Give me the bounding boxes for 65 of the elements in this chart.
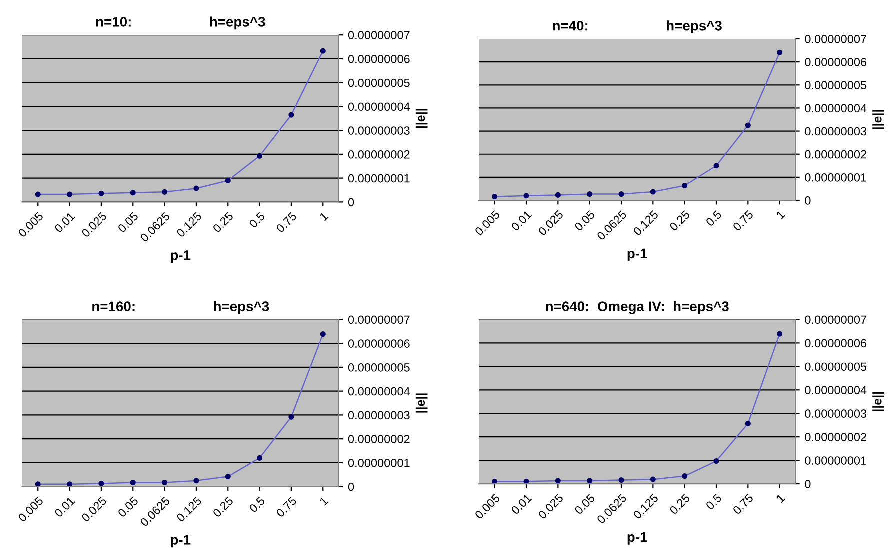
- x-tick-label: 0.25: [669, 210, 691, 232]
- y-tick-label: 0.00000001: [348, 174, 410, 183]
- y-tick-label: 0.00000007: [348, 31, 410, 40]
- y-tick-label: 0.00000004: [348, 102, 410, 112]
- y-tick-label: 0.00000005: [348, 363, 410, 372]
- x-tick-label: 0.01: [510, 210, 532, 232]
- chart-title: n=640: Omega IV: h=eps^3: [546, 301, 729, 314]
- chart-title: n=40: h=eps^3: [553, 20, 722, 34]
- y-tick-label: 0.00000006: [805, 58, 867, 66]
- y-tick-label: 0.00000002: [348, 435, 410, 444]
- x-tick-label: 0.5: [248, 496, 266, 514]
- y-tick-label: 0.00000004: [805, 104, 867, 113]
- y-tick-label: 0: [348, 198, 354, 207]
- x-axis-title: p-1: [171, 535, 191, 548]
- x-tick-label: 0.75: [276, 496, 298, 518]
- y-axis-title: ||e||: [416, 109, 428, 128]
- x-axis-title: p-1: [628, 248, 648, 262]
- y-tick-label: 0.00000004: [805, 386, 867, 395]
- y-tick-label: 0.00000003: [348, 126, 410, 135]
- y-tick-label: 0.00000005: [805, 362, 867, 372]
- y-tick-label: 0.00000001: [348, 458, 410, 468]
- x-tick-label: 0.5: [705, 494, 722, 510]
- x-tick-label: 1: [319, 496, 329, 506]
- chart-title: n=10: h=eps^3: [96, 16, 266, 30]
- x-tick-label: 0.05: [117, 496, 139, 518]
- y-axis-title: ||e||: [872, 392, 884, 412]
- y-tick-label: 0: [805, 196, 811, 205]
- x-tick-label: 0.01: [54, 212, 76, 234]
- y-tick-label: 0.00000005: [348, 78, 410, 88]
- x-tick-label: 0.05: [574, 494, 596, 516]
- y-tick-label: 0.00000003: [805, 410, 867, 418]
- y-tick-label: 0.00000002: [348, 150, 410, 159]
- y-tick-label: 0.00000003: [348, 411, 410, 420]
- x-tick-label: 1: [776, 494, 786, 504]
- x-tick-label: 0.75: [732, 210, 754, 232]
- y-tick-label: 0.00000006: [805, 339, 867, 348]
- x-tick-label: 1: [776, 210, 786, 220]
- y-tick-label: 0.00000006: [348, 54, 410, 64]
- y-tick-label: 0.00000002: [805, 150, 866, 159]
- x-tick-label: 0.5: [248, 212, 266, 229]
- y-axis-title: ||e||: [416, 394, 428, 413]
- y-tick-label: 0.00000007: [805, 35, 866, 44]
- x-tick-label: 0.5: [705, 210, 722, 227]
- x-axis-title: p-1: [171, 250, 191, 264]
- y-tick-label: 0.00000004: [348, 387, 410, 396]
- chart-title: n=160: h=eps^3: [92, 301, 270, 314]
- y-tick-label: 0.00000002: [805, 433, 866, 442]
- y-tick-label: 0.00000001: [805, 456, 866, 465]
- y-tick-label: 0: [805, 480, 811, 488]
- x-tick-label: 0.05: [574, 210, 596, 232]
- x-tick-label: 0.01: [54, 496, 76, 518]
- y-tick-label: 0.00000003: [805, 127, 867, 136]
- x-tick-label: 1: [319, 212, 329, 222]
- x-tick-label: 0.25: [669, 494, 691, 516]
- x-axis-title: p-1: [628, 532, 648, 545]
- x-tick-label: 0.75: [732, 494, 754, 516]
- y-tick-label: 0.00000007: [805, 316, 866, 324]
- y-tick-label: 0.00000007: [348, 316, 410, 324]
- y-tick-label: 0.00000006: [348, 340, 410, 348]
- x-tick-label: 0.25: [212, 496, 234, 518]
- x-tick-label: 0.01: [510, 494, 532, 516]
- y-tick-label: 0: [348, 482, 354, 492]
- y-axis-title: ||e||: [872, 110, 884, 130]
- y-tick-label: 0.00000001: [805, 173, 866, 182]
- y-tick-label: 0.00000005: [805, 81, 867, 90]
